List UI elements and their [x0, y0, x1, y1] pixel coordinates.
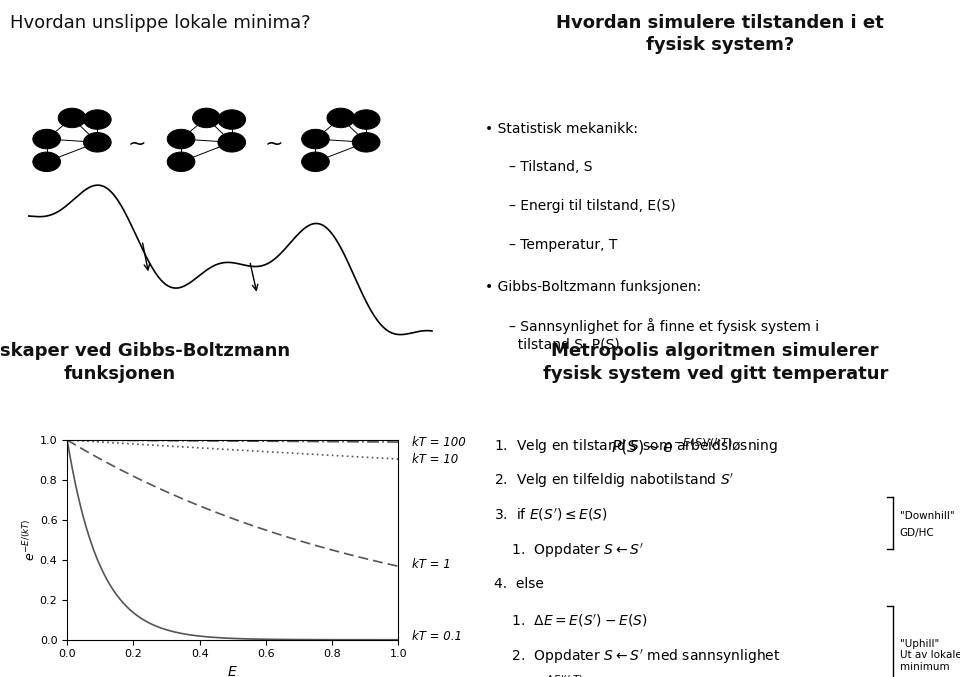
- Text: 4: 4: [95, 138, 100, 147]
- Circle shape: [218, 133, 246, 152]
- Text: 2.  Velg en tilfeldig nabotilstand $S'$: 2. Velg en tilfeldig nabotilstand $S'$: [494, 472, 734, 490]
- Text: $P(S) \sim e^{-E(S)/(kT)}$: $P(S) \sim e^{-E(S)/(kT)}$: [612, 437, 732, 458]
- Circle shape: [352, 110, 380, 129]
- Text: 3: 3: [313, 157, 318, 167]
- Text: "Downhill": "Downhill": [900, 511, 954, 521]
- Text: 1.  Velg en tilstand $S$ som arbeidsløsning: 1. Velg en tilstand $S$ som arbeidsløsni…: [494, 437, 779, 455]
- Text: – Energi til tilstand, E(S): – Energi til tilstand, E(S): [509, 199, 676, 213]
- Text: Metropolis algoritmen simulerer
fysisk system ved gitt temperatur: Metropolis algoritmen simulerer fysisk s…: [542, 342, 888, 383]
- Circle shape: [33, 152, 60, 171]
- Circle shape: [167, 152, 195, 171]
- Text: 5: 5: [95, 115, 100, 124]
- Text: – Sannsynlighet for å finne et fysisk system i
  tilstand S, P(S): – Sannsynlighet for å finne et fysisk sy…: [509, 318, 819, 352]
- Circle shape: [167, 129, 195, 149]
- Text: 1.  $\Delta E = E(S') - E(S)$: 1. $\Delta E = E(S') - E(S)$: [494, 613, 648, 629]
- Circle shape: [301, 152, 329, 171]
- Text: kT = 1: kT = 1: [412, 559, 450, 571]
- Circle shape: [84, 110, 111, 129]
- Text: 4.  else: 4. else: [494, 577, 544, 592]
- Text: GD/HC: GD/HC: [900, 528, 934, 538]
- Text: kT = 0.1: kT = 0.1: [412, 630, 462, 642]
- Y-axis label: $e^{-E/(kT)}$: $e^{-E/(kT)}$: [22, 519, 38, 561]
- Text: – Tilstand, S: – Tilstand, S: [509, 160, 592, 175]
- Text: 1: 1: [70, 114, 74, 123]
- Circle shape: [84, 133, 111, 152]
- Circle shape: [33, 129, 60, 149]
- Text: 2.  Oppdater $S \leftarrow S'$ med sannsynlighet: 2. Oppdater $S \leftarrow S'$ med sannsy…: [494, 648, 780, 666]
- Text: 1.  Oppdater $S \leftarrow S'$: 1. Oppdater $S \leftarrow S'$: [494, 542, 644, 561]
- Text: 5: 5: [229, 115, 234, 124]
- Text: ~: ~: [128, 134, 147, 154]
- Text: 3.  if $E(S') \leq E(S)$: 3. if $E(S') \leq E(S)$: [494, 507, 609, 523]
- Text: – Temperatur, T: – Temperatur, T: [509, 238, 617, 252]
- Text: "Uphill": "Uphill": [900, 639, 939, 649]
- Text: $e^{-\Delta E/(kT)}$: $e^{-\Delta E/(kT)}$: [494, 674, 584, 677]
- Text: Hvordan simulere tilstanden i et
fysisk system?: Hvordan simulere tilstanden i et fysisk …: [556, 14, 884, 54]
- Circle shape: [301, 129, 329, 149]
- Text: 1: 1: [339, 114, 343, 123]
- Text: ~: ~: [264, 134, 283, 154]
- Circle shape: [352, 133, 380, 152]
- Text: 4: 4: [364, 138, 369, 147]
- Circle shape: [218, 110, 246, 129]
- Circle shape: [59, 108, 85, 128]
- Text: 3: 3: [44, 157, 49, 167]
- Text: 4: 4: [229, 138, 234, 147]
- Text: Egenskaper ved Gibbs-Boltzmann
funksjonen: Egenskaper ved Gibbs-Boltzmann funksjone…: [0, 342, 290, 383]
- Text: 1: 1: [204, 114, 208, 123]
- Text: Hvordan unslippe lokale minima?: Hvordan unslippe lokale minima?: [10, 14, 310, 32]
- Circle shape: [193, 108, 220, 128]
- Text: • Gibbs-Boltzmann funksjonen:: • Gibbs-Boltzmann funksjonen:: [485, 280, 701, 294]
- Text: Ut av lokale
minimum: Ut av lokale minimum: [900, 650, 960, 672]
- Text: 3: 3: [179, 157, 183, 167]
- Text: 2: 2: [44, 135, 49, 144]
- Text: 2: 2: [179, 135, 183, 144]
- Text: kT = 100: kT = 100: [412, 435, 466, 449]
- Circle shape: [327, 108, 354, 128]
- Text: 5: 5: [364, 115, 369, 124]
- Text: • Statistisk mekanikk:: • Statistisk mekanikk:: [485, 122, 637, 136]
- Text: kT = 10: kT = 10: [412, 452, 458, 466]
- Text: 2: 2: [313, 135, 318, 144]
- X-axis label: $E$: $E$: [228, 665, 238, 677]
